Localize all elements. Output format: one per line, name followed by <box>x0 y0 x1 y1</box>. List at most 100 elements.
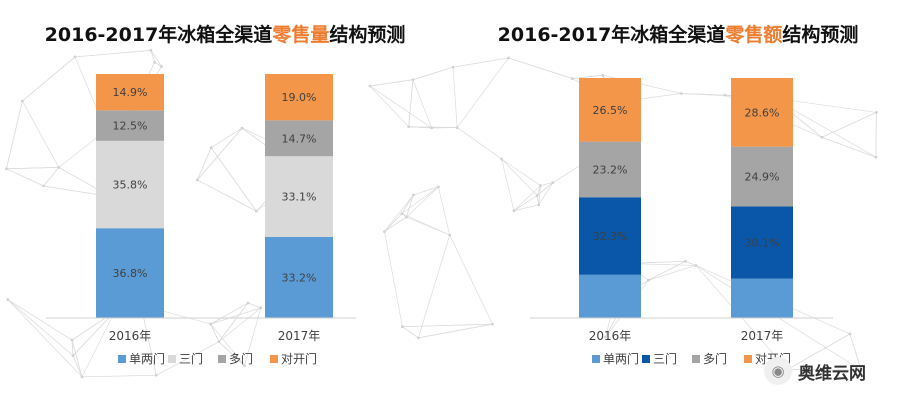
network-line <box>821 136 877 158</box>
network-line <box>384 213 403 232</box>
network-line <box>536 195 540 205</box>
network-line <box>685 260 697 266</box>
watermark: ◉ 奥维云网 <box>764 357 866 385</box>
network-line <box>513 185 541 212</box>
network-line <box>449 234 493 325</box>
network-node <box>411 78 415 82</box>
bar-segment <box>96 110 164 141</box>
legend-swatch <box>744 355 752 363</box>
network-node <box>217 340 221 344</box>
network-line <box>71 340 74 356</box>
network-line <box>7 299 83 378</box>
chart-title-value: 2016-2017年冰箱全渠道零售额结构预测 <box>493 22 863 48</box>
network-node <box>694 264 698 267</box>
legend-label: 对开门 <box>281 351 317 366</box>
network-line <box>787 369 862 371</box>
network-node <box>405 215 408 219</box>
network-node <box>401 325 404 329</box>
bar-segment <box>265 120 333 157</box>
network-line <box>452 57 509 68</box>
network-node <box>436 185 440 189</box>
x-tick-label: 2017年 <box>278 329 321 343</box>
network-line <box>540 182 554 186</box>
legend-label: 单两门 <box>129 351 165 366</box>
network-line <box>406 194 414 218</box>
network-line <box>513 195 538 212</box>
title-prefix: 2016-2017年冰箱全渠道 <box>44 24 273 46</box>
network-node <box>209 322 213 326</box>
bar-segment <box>265 156 333 237</box>
legend-swatch <box>642 355 650 363</box>
network-line <box>218 307 262 343</box>
network-line <box>412 66 454 81</box>
network-line <box>538 182 554 205</box>
network-line <box>210 307 261 325</box>
x-tick-label: 2016年 <box>109 329 152 343</box>
network-node <box>451 65 455 69</box>
network-line <box>418 234 451 338</box>
network-line <box>513 204 539 212</box>
network-line <box>197 179 257 212</box>
network-line <box>456 127 502 160</box>
legend-label: 单两门 <box>603 351 639 366</box>
network-node <box>6 298 10 301</box>
network-node <box>71 354 75 358</box>
bar-segment <box>96 140 164 229</box>
bar-segment <box>579 141 641 198</box>
network-node <box>491 322 494 326</box>
network-line <box>401 213 450 236</box>
network-line <box>648 260 686 281</box>
network-node <box>153 60 157 64</box>
network-node <box>512 209 516 213</box>
network-line <box>197 127 243 181</box>
network-node <box>604 335 607 339</box>
network-line <box>211 127 243 148</box>
network-node <box>455 126 459 129</box>
network-node <box>646 278 650 282</box>
title-suffix: 结构预测 <box>329 24 406 46</box>
network-line <box>538 185 541 205</box>
network-line <box>786 333 851 370</box>
network-node <box>195 178 199 182</box>
network-line <box>572 74 603 79</box>
network-node <box>243 364 246 368</box>
data-label: 23.2% <box>593 163 628 176</box>
network-line <box>22 56 76 102</box>
network-node <box>448 233 452 237</box>
network-line <box>210 147 257 212</box>
network-node <box>70 338 74 342</box>
network-line <box>384 216 407 232</box>
network-line <box>452 67 458 128</box>
title-highlight: 零售额 <box>725 24 783 46</box>
x-tick-label: 2017年 <box>741 329 784 343</box>
network-line <box>196 147 212 181</box>
network-node <box>411 193 415 197</box>
network-line <box>401 194 414 214</box>
network-line <box>408 79 414 127</box>
network-node <box>507 56 510 60</box>
network-node <box>535 194 539 197</box>
wechat-icon: ◉ <box>764 357 792 385</box>
network-node <box>400 212 404 216</box>
network-node <box>246 301 250 305</box>
network-node <box>500 157 504 161</box>
data-label: 19.0% <box>282 91 317 104</box>
network-line <box>218 341 245 366</box>
network-line <box>6 168 44 187</box>
network-node <box>42 184 46 188</box>
network-line <box>72 355 83 378</box>
data-label: 26.5% <box>593 104 628 117</box>
network-node <box>20 99 24 103</box>
data-label: 28.6% <box>745 106 780 119</box>
network-line <box>408 126 432 129</box>
network-line <box>384 231 403 327</box>
network-node <box>874 155 878 159</box>
x-tick-label: 2016年 <box>589 329 632 343</box>
data-label: 14.9% <box>113 86 148 99</box>
network-line <box>81 374 157 378</box>
network-node <box>407 125 411 129</box>
title-highlight: 零售量 <box>272 24 330 46</box>
network-line <box>43 167 60 187</box>
data-label: 12.5% <box>113 120 148 133</box>
